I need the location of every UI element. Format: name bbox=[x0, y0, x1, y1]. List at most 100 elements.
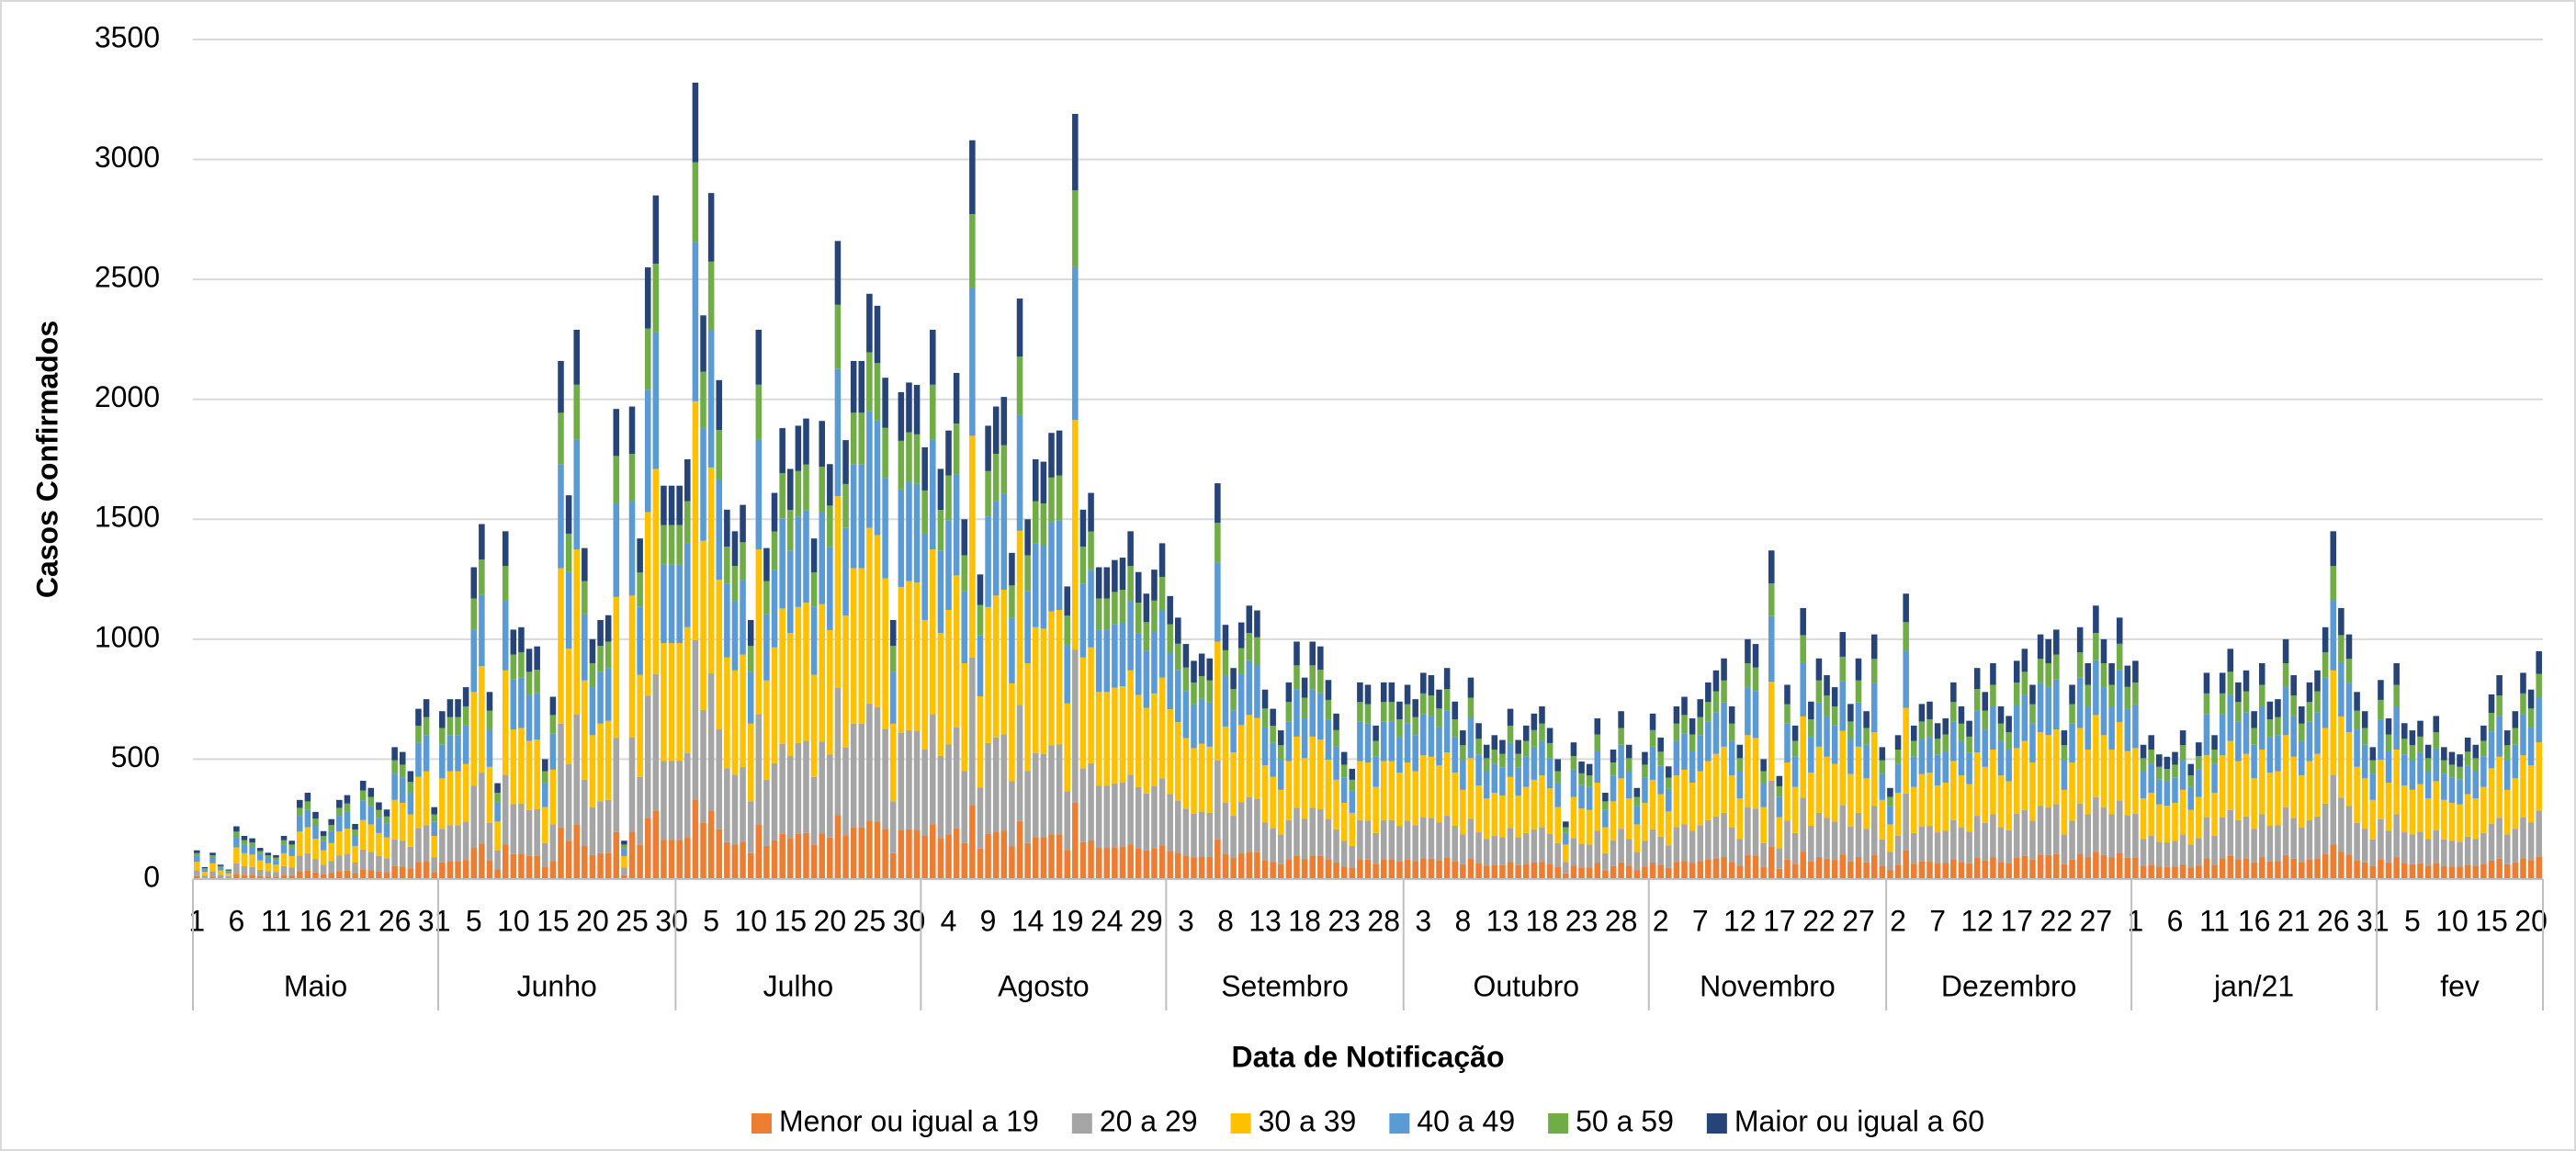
bar-segment bbox=[628, 406, 636, 454]
bar-segment bbox=[2369, 799, 2377, 840]
x-tick-label: 10 bbox=[497, 904, 530, 937]
bar-segment bbox=[2251, 778, 2257, 829]
bar-segment bbox=[541, 783, 548, 807]
bar-segment bbox=[2211, 763, 2218, 793]
bar-segment bbox=[1673, 775, 1680, 828]
x-tick-label: 12 bbox=[1960, 904, 1994, 937]
bar-segment bbox=[969, 288, 976, 436]
bar-segment bbox=[1294, 665, 1300, 690]
bar-segment bbox=[2338, 716, 2344, 798]
bar-segment bbox=[1918, 826, 1926, 862]
bar-segment bbox=[2401, 832, 2408, 864]
bar-segment bbox=[1254, 852, 1260, 879]
bar-segment bbox=[249, 846, 255, 855]
bar-segment bbox=[1436, 822, 1442, 861]
bar-segment bbox=[256, 860, 264, 870]
bar-segment bbox=[1515, 864, 1521, 879]
bar-segment bbox=[589, 807, 596, 855]
bar-segment bbox=[1973, 752, 1981, 817]
bar-segment bbox=[1808, 826, 1814, 862]
bar-segment bbox=[2037, 683, 2044, 733]
bar-segment bbox=[1554, 771, 1561, 784]
bar-segment bbox=[692, 639, 699, 800]
bar-segment bbox=[1689, 830, 1696, 863]
bar-segment bbox=[1095, 785, 1102, 849]
bar-segment bbox=[2345, 659, 2353, 683]
group-label: Agosto bbox=[998, 969, 1090, 1002]
bar-segment bbox=[644, 695, 651, 818]
bar-segment bbox=[1167, 595, 1173, 625]
x-tick-label: 1 bbox=[2128, 904, 2144, 937]
bar-segment bbox=[288, 844, 295, 849]
bar-segment bbox=[2338, 852, 2344, 879]
bar-segment bbox=[1230, 689, 1237, 711]
bar-segment bbox=[803, 418, 809, 465]
bar-segment bbox=[2409, 730, 2416, 746]
bar-segment bbox=[1301, 758, 1308, 819]
bar-segment bbox=[2496, 695, 2503, 717]
bar-segment bbox=[1261, 822, 1269, 861]
x-tick-label: 4 bbox=[941, 904, 957, 937]
bar-segment bbox=[2005, 781, 2012, 830]
bar-segment bbox=[707, 672, 715, 811]
bar-segment bbox=[1412, 825, 1418, 862]
bar-segment bbox=[1277, 834, 1284, 864]
bar-segment bbox=[1357, 721, 1363, 762]
bar-segment bbox=[2424, 839, 2432, 866]
bar-segment bbox=[1870, 683, 1878, 733]
bar-segment bbox=[1847, 773, 1854, 827]
bar-segment bbox=[2322, 803, 2329, 854]
bar-segment bbox=[1056, 744, 1063, 835]
bar-segment bbox=[1903, 650, 1909, 708]
bar-segment bbox=[399, 751, 406, 765]
bar-segment bbox=[2164, 769, 2171, 782]
bar-segment bbox=[740, 654, 746, 767]
bar-segment bbox=[992, 406, 1000, 454]
bar-segment bbox=[1649, 713, 1656, 730]
bar-segment bbox=[2306, 819, 2313, 860]
bar-segment bbox=[256, 851, 264, 854]
bar-segment bbox=[336, 871, 343, 879]
bar-segment bbox=[1436, 708, 1442, 728]
bar-segment bbox=[2441, 839, 2447, 866]
bar-segment bbox=[2085, 662, 2092, 685]
bar-segment bbox=[1728, 827, 1735, 863]
bar-segment bbox=[1791, 740, 1799, 757]
bar-segment bbox=[810, 844, 818, 879]
bar-segment bbox=[534, 670, 540, 694]
bar-segment bbox=[1784, 859, 1791, 879]
bar-segment bbox=[2124, 708, 2131, 751]
bar-segment bbox=[1016, 705, 1023, 821]
bar-segment bbox=[1396, 773, 1403, 827]
bar-segment bbox=[1151, 693, 1158, 786]
bar-segment bbox=[1911, 740, 1917, 757]
bar-segment bbox=[312, 825, 319, 840]
x-tick-label: 24 bbox=[1090, 904, 1124, 937]
bar-segment bbox=[755, 824, 763, 879]
bar-segment bbox=[755, 329, 763, 385]
bar-segment bbox=[1301, 859, 1308, 879]
bar-segment bbox=[1064, 703, 1070, 792]
bar-segment bbox=[2100, 735, 2107, 807]
bar-segment bbox=[1357, 819, 1363, 860]
bar-segment bbox=[558, 827, 564, 879]
bar-segment bbox=[1420, 858, 1427, 879]
bar-segment bbox=[2417, 784, 2423, 832]
bar-segment bbox=[2520, 755, 2526, 818]
bar-segment bbox=[1024, 771, 1031, 843]
bar-segment bbox=[969, 214, 976, 288]
bar-segment bbox=[1973, 816, 1981, 859]
bar-segment bbox=[2330, 566, 2337, 602]
bar-segment bbox=[597, 671, 604, 724]
bar-segment bbox=[1800, 716, 1806, 798]
bar-segment bbox=[771, 492, 778, 532]
bar-segment bbox=[1396, 701, 1403, 720]
bar-segment bbox=[1340, 841, 1348, 867]
bar-segment bbox=[1467, 697, 1474, 718]
bar-segment bbox=[1610, 775, 1617, 802]
bar-segment bbox=[827, 754, 833, 838]
bar-segment bbox=[2179, 745, 2186, 761]
bars bbox=[194, 83, 2542, 879]
bar-segment bbox=[565, 571, 572, 649]
bar-segment bbox=[1428, 818, 1435, 859]
